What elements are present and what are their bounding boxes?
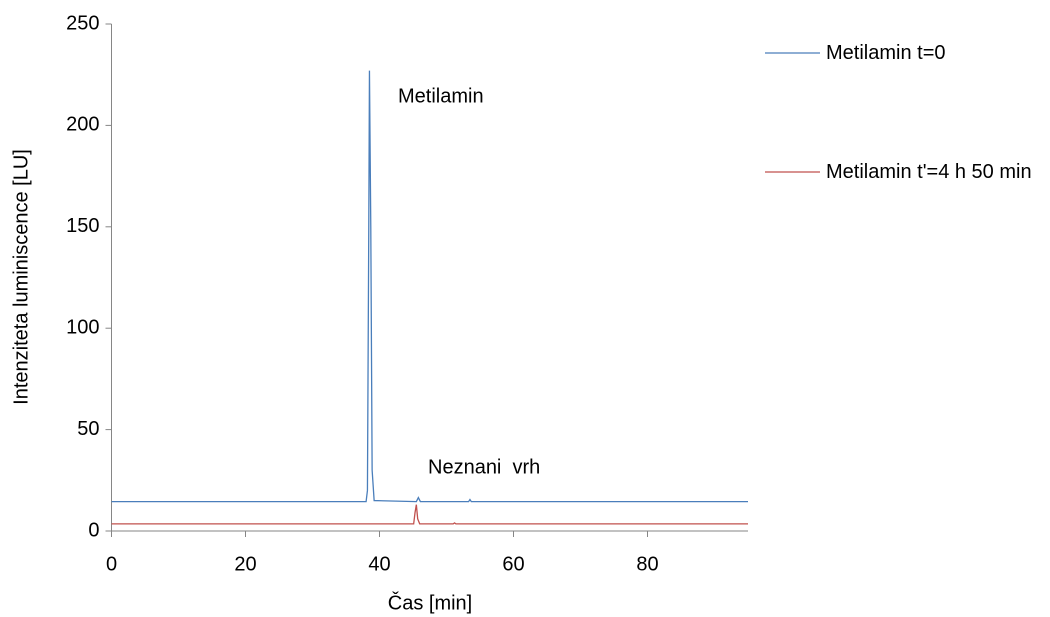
y-tick-label: 50 xyxy=(77,418,99,440)
y-tick-label: 150 xyxy=(66,215,99,237)
series-line xyxy=(111,70,748,503)
legend-label: Metilamin t'=4 h 50 min xyxy=(826,161,1032,183)
x-tick-label: 40 xyxy=(368,553,390,575)
legend-label: Metilamin t=0 xyxy=(826,42,946,64)
x-axis-label: Čas [min] xyxy=(388,591,472,614)
x-tick-label: 0 xyxy=(106,553,117,575)
y-tick-label: 0 xyxy=(88,519,99,541)
y-tick-label: 250 xyxy=(66,12,99,34)
y-tick-label: 100 xyxy=(66,316,99,338)
annotation: Neznani vrh xyxy=(428,456,540,478)
series-line xyxy=(111,504,748,525)
y-axis-label: Intenziteta luminiscence [LU] xyxy=(10,149,32,405)
x-tick-label: 80 xyxy=(636,553,658,575)
y-tick-label: 200 xyxy=(66,114,99,136)
x-tick-label: 20 xyxy=(234,553,256,575)
annotation: Metilamin xyxy=(398,85,484,107)
x-tick-label: 60 xyxy=(502,553,524,575)
